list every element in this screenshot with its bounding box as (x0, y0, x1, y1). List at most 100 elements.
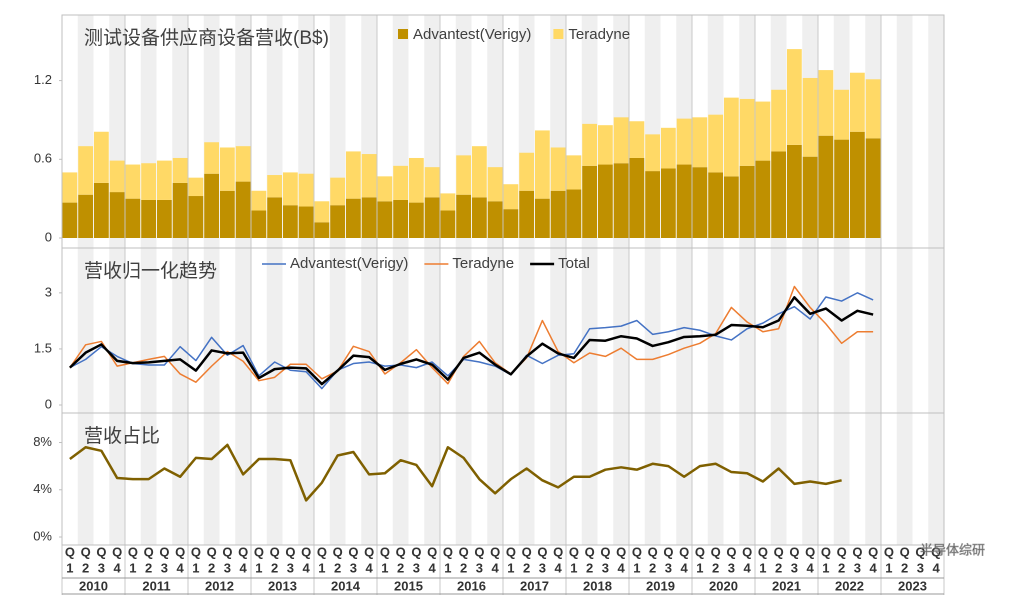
x-tick-prefix: Q (191, 544, 201, 559)
x-tick-label: 3 (854, 560, 861, 575)
x-tick-prefix: Q (884, 544, 894, 559)
x-tick-label: 2 (271, 560, 278, 575)
x-tick-prefix: Q (270, 544, 280, 559)
bar (487, 167, 503, 202)
panel-title: 测试设备供应商设备营收(B$) (84, 27, 329, 49)
bar (645, 134, 661, 172)
bar (597, 164, 613, 238)
year-label: 2010 (79, 578, 108, 593)
bar (62, 172, 78, 203)
bar (692, 117, 708, 168)
bar (345, 198, 361, 238)
watermark: 半导体综研 (920, 542, 985, 557)
bar (629, 121, 645, 158)
x-tick-prefix: Q (506, 544, 516, 559)
x-tick-prefix: Q (679, 544, 689, 559)
bar (109, 192, 125, 238)
x-tick-prefix: Q (900, 544, 910, 559)
bar (755, 160, 771, 238)
bar (660, 168, 676, 238)
x-tick-prefix: Q (443, 544, 453, 559)
stripe (613, 15, 629, 545)
bar (424, 197, 440, 238)
x-tick-label: 2 (334, 560, 341, 575)
x-tick-prefix: Q (585, 544, 595, 559)
x-tick-label: 1 (633, 560, 640, 575)
bar (361, 154, 377, 198)
x-tick-label: 3 (728, 560, 735, 575)
y-tick-label: 3 (45, 284, 52, 299)
bar (172, 182, 188, 238)
x-tick-label: 4 (303, 560, 311, 575)
bar (219, 190, 235, 238)
x-tick-prefix: Q (569, 544, 579, 559)
x-tick-prefix: Q (522, 544, 532, 559)
bar (676, 164, 692, 238)
bar (377, 201, 393, 238)
bar (771, 151, 787, 238)
bar (786, 49, 802, 145)
x-tick-prefix: Q (81, 544, 91, 559)
bar (582, 165, 598, 238)
bar (723, 97, 739, 177)
x-tick-label: 3 (539, 560, 546, 575)
year-label: 2020 (709, 578, 738, 593)
bar (834, 139, 850, 238)
x-tick-label: 4 (429, 560, 437, 575)
stripe (266, 15, 283, 545)
bar (802, 77, 818, 157)
bar (78, 146, 94, 195)
x-tick-prefix: Q (726, 544, 736, 559)
x-tick-label: 2 (523, 560, 530, 575)
year-label: 2014 (331, 578, 361, 593)
bar (298, 173, 314, 207)
x-tick-label: 3 (287, 560, 294, 575)
x-tick-label: 1 (255, 560, 262, 575)
bar (78, 194, 94, 238)
x-tick-label: 4 (870, 560, 878, 575)
x-tick-label: 3 (791, 560, 798, 575)
stripe (298, 15, 314, 545)
x-tick-label: 1 (570, 560, 577, 575)
y-tick-label: 0 (45, 229, 52, 244)
bar (298, 206, 314, 238)
line-series (69, 443, 842, 502)
x-tick-label: 4 (366, 560, 374, 575)
legend-label: Teradyne (452, 255, 514, 272)
year-label: 2016 (457, 578, 486, 593)
bar (235, 146, 251, 182)
bar (613, 117, 629, 164)
stripe (581, 15, 598, 545)
x-tick-prefix: Q (915, 544, 925, 559)
x-tick-prefix: Q (112, 544, 122, 559)
line-series (69, 285, 874, 385)
y-tick-label: 1.5 (34, 340, 52, 355)
x-tick-prefix: Q (789, 544, 799, 559)
bar (660, 127, 676, 169)
bar (109, 160, 125, 193)
year-label: 2023 (898, 578, 927, 593)
bar (408, 202, 424, 238)
year-label: 2013 (268, 578, 297, 593)
x-tick-prefix: Q (348, 544, 358, 559)
bar (267, 175, 283, 198)
x-tick-prefix: Q (207, 544, 217, 559)
x-tick-label: 1 (696, 560, 703, 575)
bar (708, 172, 724, 238)
bar (314, 201, 330, 223)
x-tick-prefix: Q (175, 544, 185, 559)
x-tick-prefix: Q (616, 544, 626, 559)
x-tick-prefix: Q (222, 544, 232, 559)
y-tick-label: 0.6 (34, 151, 52, 166)
x-tick-label: 3 (665, 560, 672, 575)
bar (219, 147, 235, 191)
panel-frame (61, 412, 945, 546)
x-tick-prefix: Q (711, 544, 721, 559)
bar (534, 198, 550, 238)
bar (865, 79, 881, 139)
bar (503, 209, 519, 238)
x-tick-label: 2 (838, 560, 845, 575)
stripe (518, 15, 535, 545)
x-tick-prefix: Q (459, 544, 469, 559)
bar (676, 118, 692, 165)
